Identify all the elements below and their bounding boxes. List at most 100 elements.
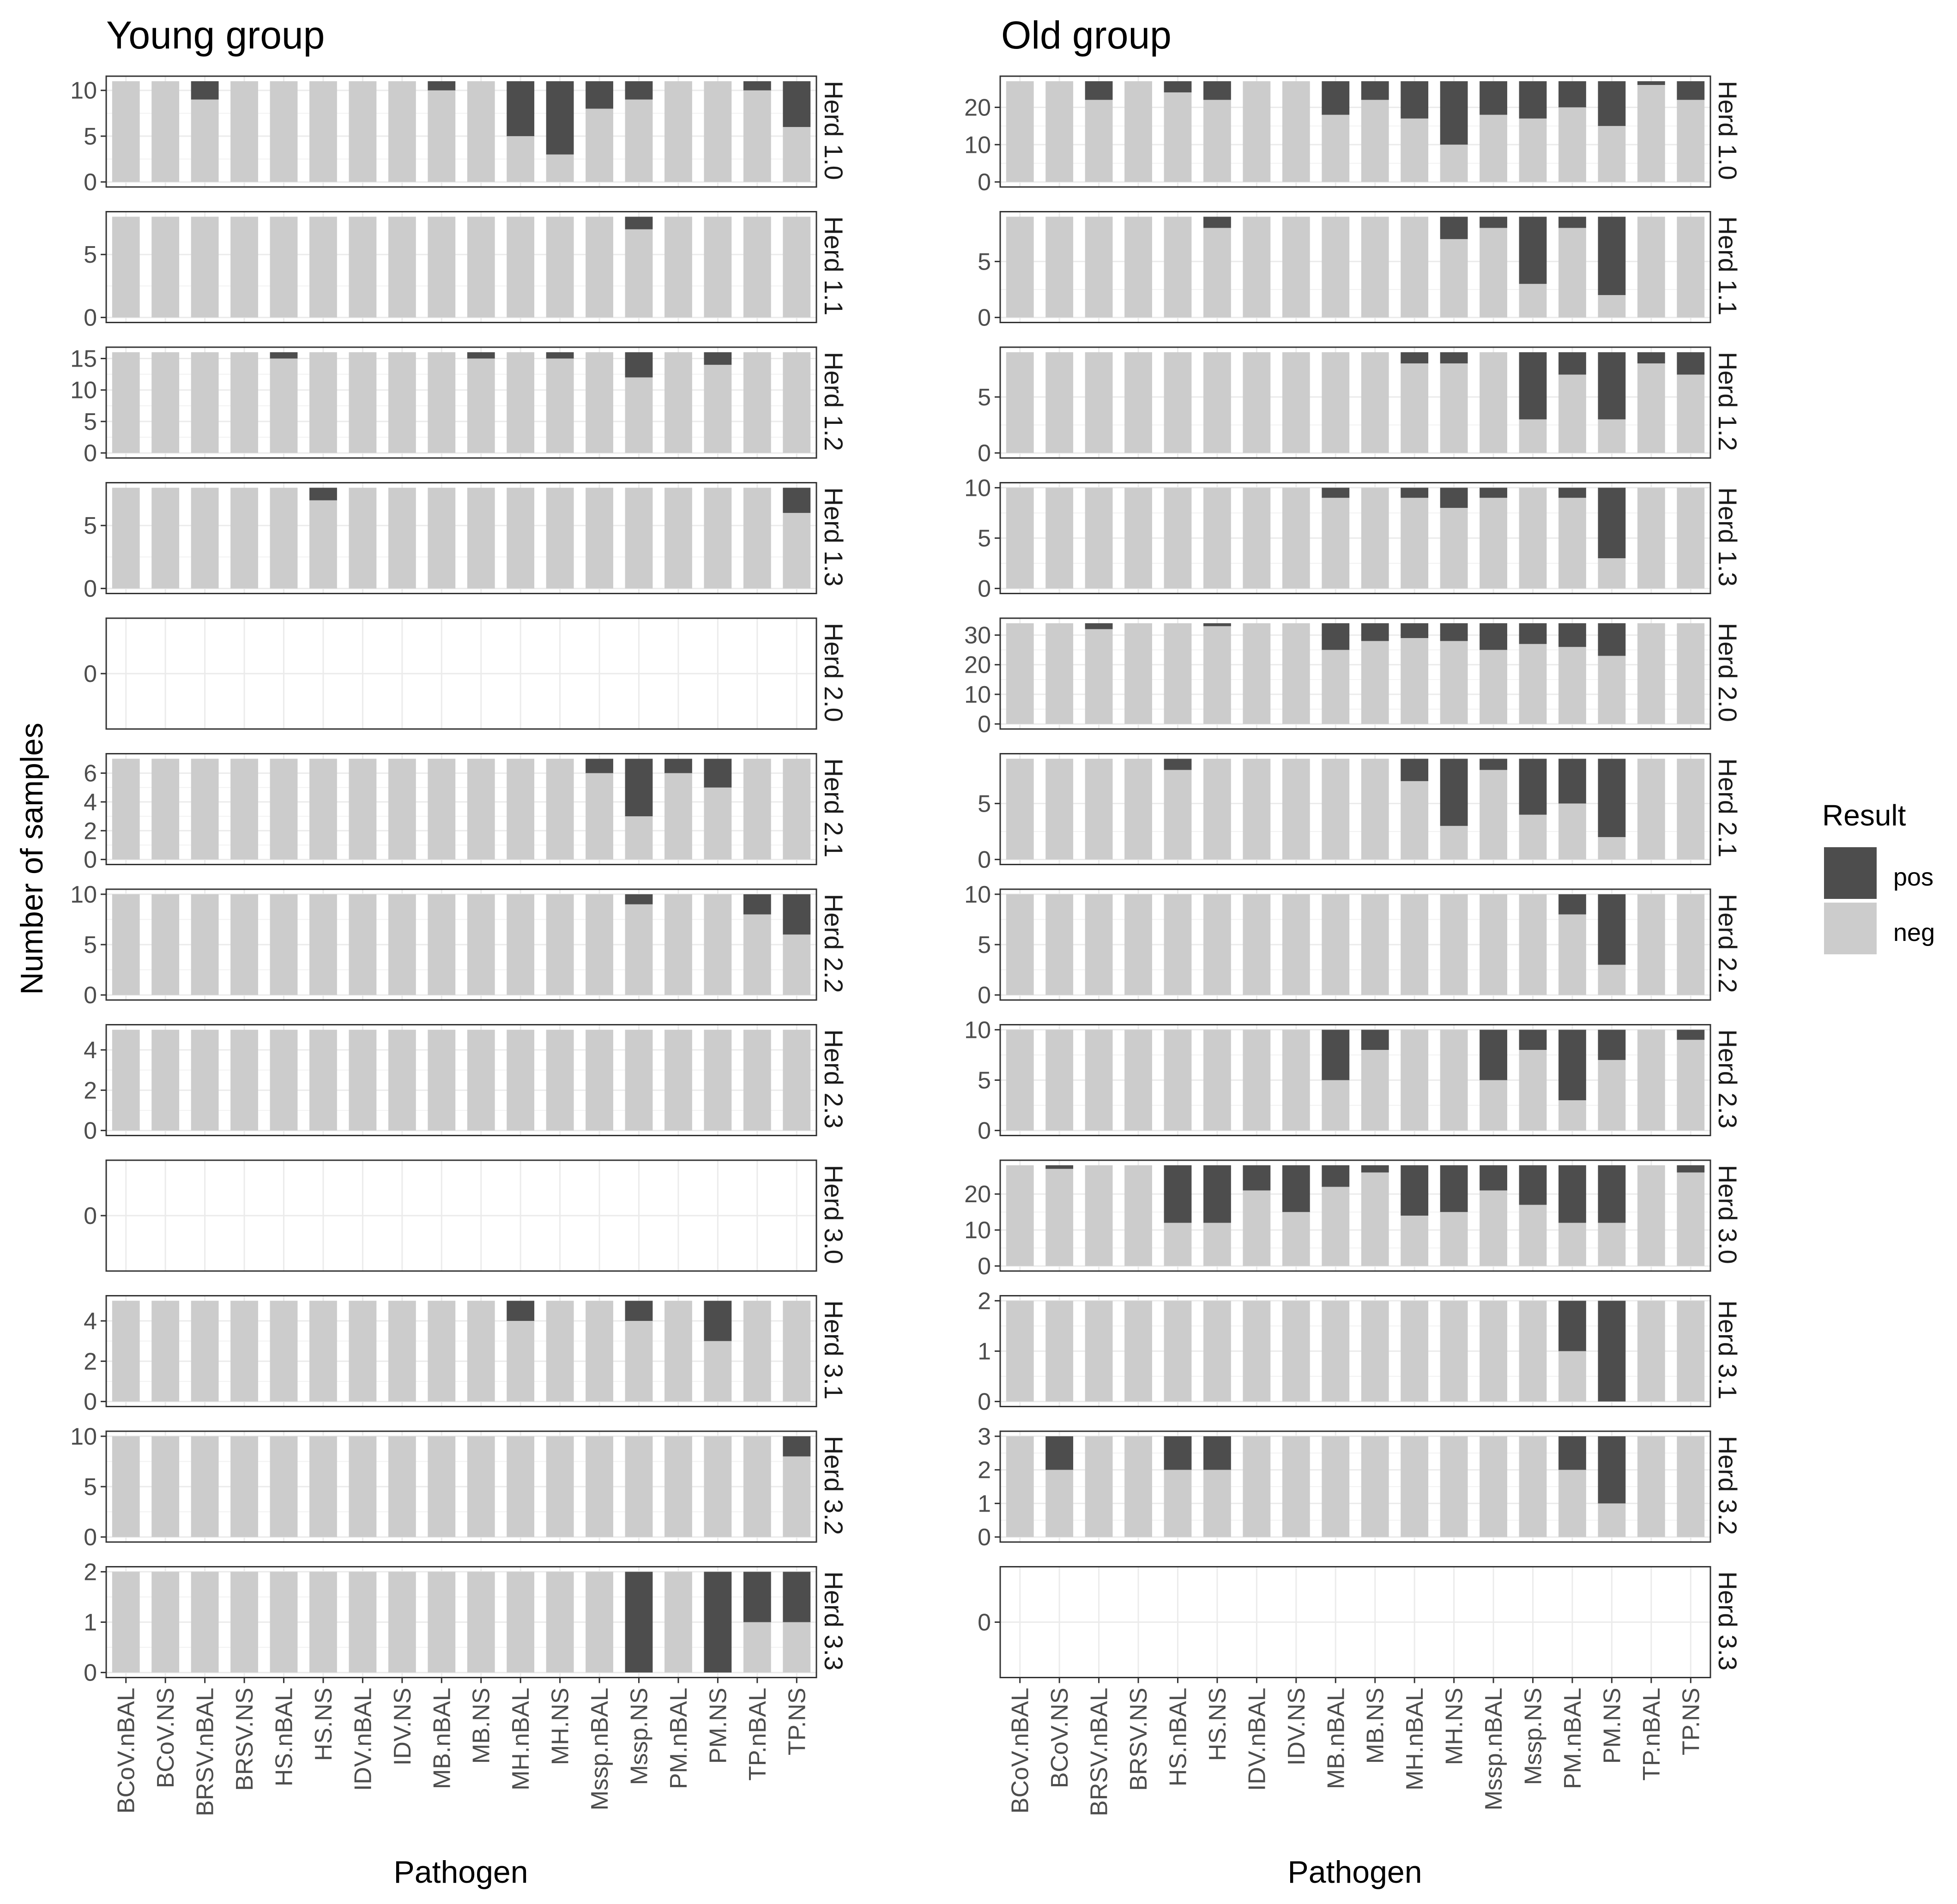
bar-neg-pm-ns [1598,837,1626,860]
y-tick-label: 3 [978,1423,991,1450]
bar-pos-hs-nbal [1164,1436,1192,1470]
bar-neg-brsv-ns [230,759,258,860]
bar-neg-mssp-nbal [586,108,613,182]
bar-neg-hs-ns [309,1030,337,1131]
old-group-facet-herd-3-3: 0 Herd 3.3 [978,1566,1742,1678]
bar-neg-bcov-nbal [1006,81,1034,182]
old-group-facet-herd-1-3: 0 5 10 Herd 1.3 [964,475,1742,602]
bar-neg-idv-nbal [1243,1030,1271,1131]
bar-neg-tp-ns [783,1456,811,1537]
bar-neg-mh-ns [546,1301,574,1402]
bar-neg-brsv-ns [1124,1030,1152,1131]
bar-pos-hs-nbal [270,352,298,359]
panel-border [105,75,817,188]
bar-neg-idv-ns [1282,81,1310,182]
bar-neg-brsv-nbal [1085,100,1113,182]
bar-pos-idv-nbal [1243,1165,1271,1191]
bar-pos-mh-nbal [1401,81,1429,119]
panel-border [105,1566,817,1678]
bar-neg-idv-nbal [1243,894,1271,995]
bar-neg-bcov-ns [151,1301,180,1402]
bar-pos-mh-nbal [1401,352,1429,364]
y-tick-label: 20 [964,94,991,121]
bar-pos-mssp-ns [625,1301,653,1321]
bar-neg-idv-ns [388,81,416,182]
bar-pos-pm-nbal [1558,1030,1586,1101]
bar-pos-mssp-nbal [586,759,613,773]
bar-neg-tp-ns [1677,1040,1705,1131]
bar-neg-brsv-ns [230,217,258,318]
bar-neg-mh-ns [1440,1030,1468,1131]
bar-pos-mb-ns [1361,623,1389,641]
bar-neg-hs-ns [1203,759,1231,860]
bar-neg-hs-ns [1203,352,1231,453]
y-tick-label: 10 [964,681,991,708]
bar-neg-hs-nbal [270,1301,298,1402]
panel-border [999,1159,1711,1272]
y-tick-label: 4 [84,1308,97,1335]
bar-neg-bcov-nbal [112,488,140,589]
y-tick-label: 0 [978,1524,991,1551]
panel-background [106,76,816,187]
bar-neg-mb-ns [467,894,495,995]
bar-neg-pm-nbal [1558,228,1586,318]
y-tick-label: 6 [84,760,97,787]
bar-neg-bcov-ns [1045,894,1074,995]
strip-label-herd-2-3: Herd 2.3 [819,1030,848,1129]
panel-background [1000,753,1710,865]
panel-border [999,888,1711,1001]
bar-neg-hs-nbal [1164,217,1192,318]
bar-neg-mssp-ns [625,816,653,860]
bar-neg-mssp-ns [1519,1205,1547,1266]
bar-pos-pm-ns [1598,352,1626,420]
bar-pos-pm-nbal [1558,1301,1586,1351]
bar-neg-idv-nbal [1243,488,1271,589]
bar-pos-tp-nbal [743,1572,771,1622]
bar-neg-mb-nbal [428,1572,456,1673]
bar-neg-mb-nbal [428,1301,456,1402]
bar-pos-mh-ns [546,352,574,359]
bar-pos-pm-ns [1598,81,1626,126]
bar-pos-mssp-nbal [586,81,613,109]
bar-neg-bcov-ns [151,81,180,182]
bar-neg-hs-nbal [1164,1470,1192,1537]
panel-background [106,753,816,865]
y-tick-label: 0 [978,982,991,1009]
bar-pos-bcov-ns [1045,1436,1074,1470]
bar-pos-mb-nbal [1322,1030,1350,1080]
bar-neg-tp-nbal [743,1030,771,1131]
bar-neg-idv-nbal [349,81,377,182]
bar-pos-bcov-ns [1045,1165,1074,1169]
bar-neg-mh-nbal [507,136,535,182]
y-tick-label: 4 [84,1037,97,1064]
legend-title: Result [1822,799,1906,832]
bar-pos-mb-nbal [428,81,456,90]
bar-neg-tp-ns [783,1622,811,1673]
bar-neg-bcov-nbal [112,1572,140,1673]
bar-neg-mb-ns [467,81,495,182]
bar-pos-tp-ns [1677,1030,1705,1040]
bar-neg-tp-nbal [743,1622,771,1673]
bar-neg-mb-nbal [428,1436,456,1537]
bar-neg-mh-nbal [507,894,535,995]
bar-pos-pm-ns [704,352,732,365]
bar-pos-pm-nbal [1558,759,1586,804]
y-tick-label: 1 [84,1609,97,1636]
bar-neg-mssp-ns [1519,814,1547,860]
bar-neg-brsv-ns [1124,488,1152,589]
bar-neg-tp-ns [1677,1172,1705,1266]
bar-neg-idv-ns [388,894,416,995]
y-tick-label: 0 [84,847,97,874]
bar-neg-brsv-ns [1124,759,1152,860]
young-group-facet-herd-2-1: 0 246 Herd 2.1 [84,753,848,874]
bar-neg-tp-nbal [743,914,771,995]
panel-background [106,211,816,323]
x-tick-label-mssp-nbal: Mssp.nBAL [586,1688,613,1811]
x-tick-label-mb-nbal: MB.nBAL [429,1688,455,1790]
strip-label-herd-1-1: Herd 1.1 [819,217,848,316]
bar-neg-mh-ns [546,488,574,589]
bar-neg-mb-ns [1361,100,1389,182]
bar-neg-brsv-ns [1124,217,1152,318]
bar-neg-tp-ns [783,759,811,860]
bar-neg-bcov-ns [1045,81,1074,182]
